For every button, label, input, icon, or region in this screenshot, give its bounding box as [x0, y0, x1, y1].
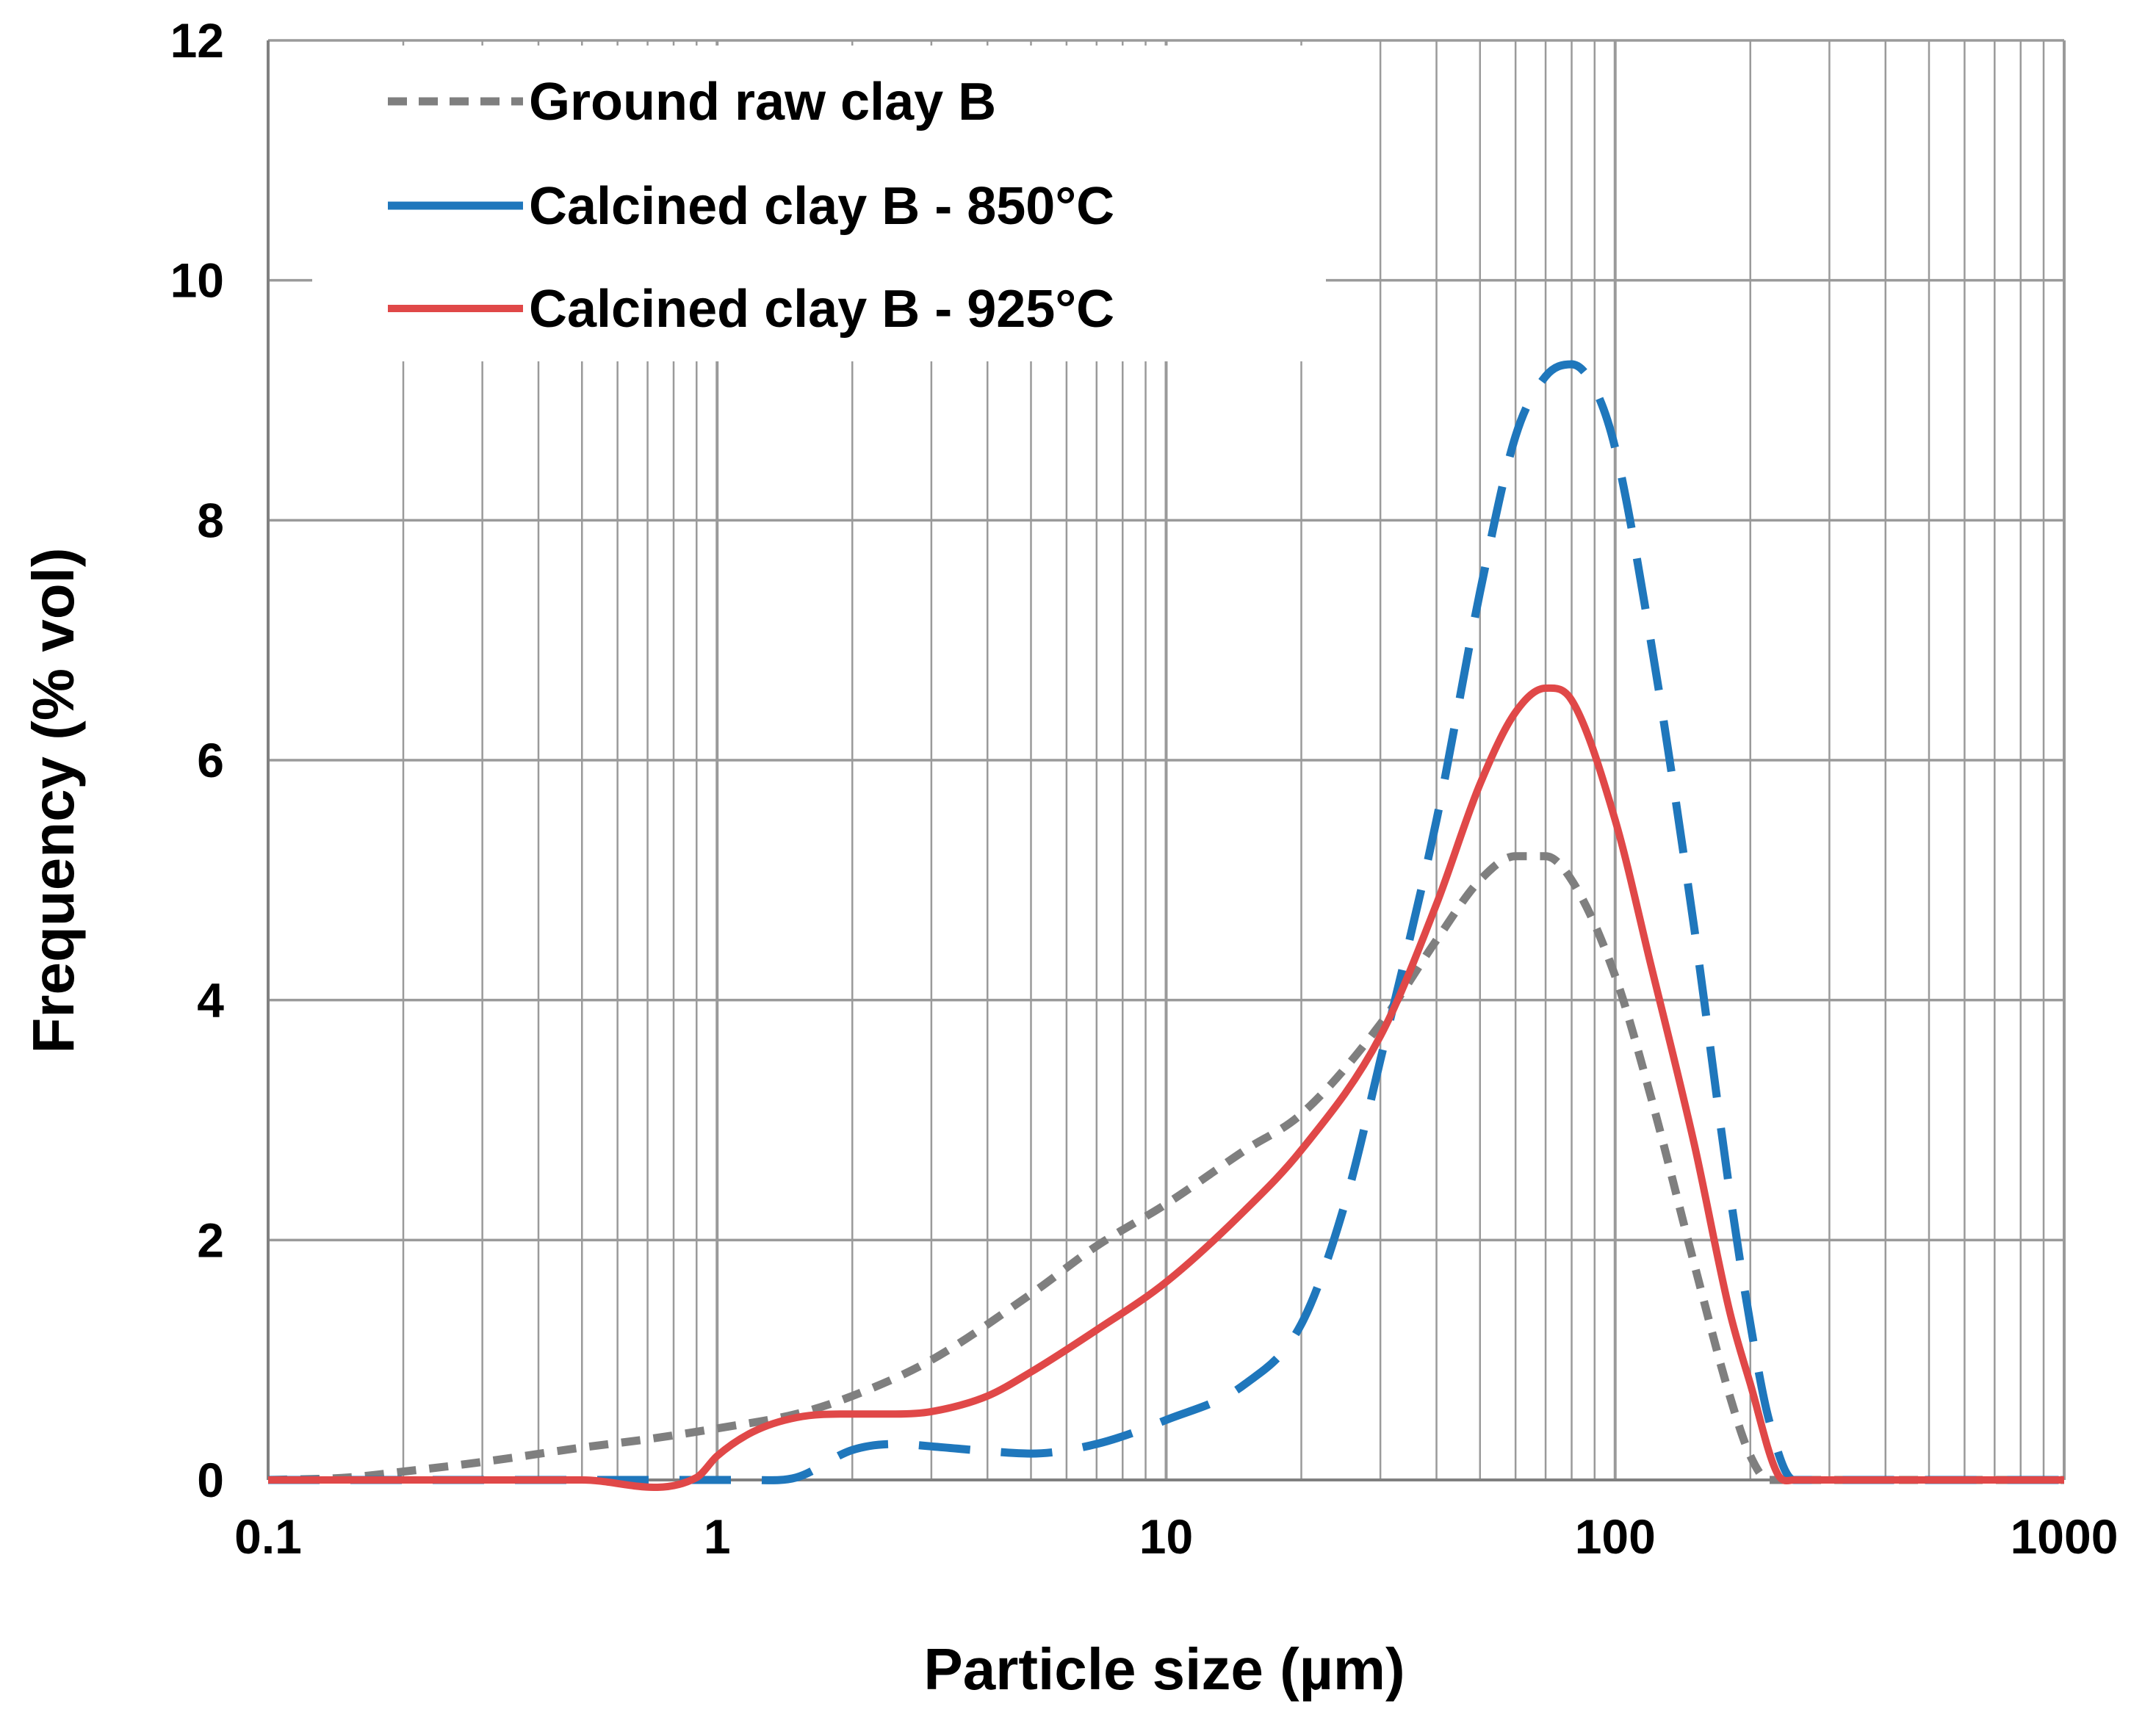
legend: Ground raw clay B Calcined clay B - 850°C…	[388, 73, 1114, 339]
y-tick-label: 8	[197, 493, 224, 547]
y-tick-label: 2	[197, 1213, 224, 1267]
x-axis-title: Particle size (µm)	[923, 1636, 1405, 1702]
series-line-ground-raw-clay-b	[267, 852, 2064, 1484]
legend-label: Ground raw clay B	[529, 73, 996, 131]
y-tick-label: 12	[170, 13, 224, 68]
legend-label: Calcined clay B - 850°C	[529, 177, 1114, 236]
y-tick-label: 10	[170, 253, 224, 308]
y-axis-title: Frequency (% vol)	[21, 547, 86, 1053]
x-tick-label: 1	[704, 1509, 731, 1564]
x-tick-label: 100	[1575, 1509, 1656, 1564]
series-line-calcined-clay-b-850-c	[268, 360, 2064, 1484]
x-tick-label: 0.1	[234, 1509, 302, 1564]
series-lines	[267, 360, 2064, 1491]
y-tick-label: 6	[197, 733, 224, 787]
x-tick-label: 1000	[2011, 1509, 2119, 1564]
y-tick-label: 0	[197, 1453, 224, 1507]
tick-labels: 0.1 1 10 100 1000 0 2 4 6 8 10 12	[170, 13, 2119, 1564]
x-tick-label: 10	[1139, 1509, 1193, 1564]
legend-label: Calcined clay B - 925°C	[529, 280, 1114, 339]
y-tick-label: 4	[197, 973, 224, 1028]
series-line-calcined-clay-b-925-c	[268, 684, 2064, 1491]
